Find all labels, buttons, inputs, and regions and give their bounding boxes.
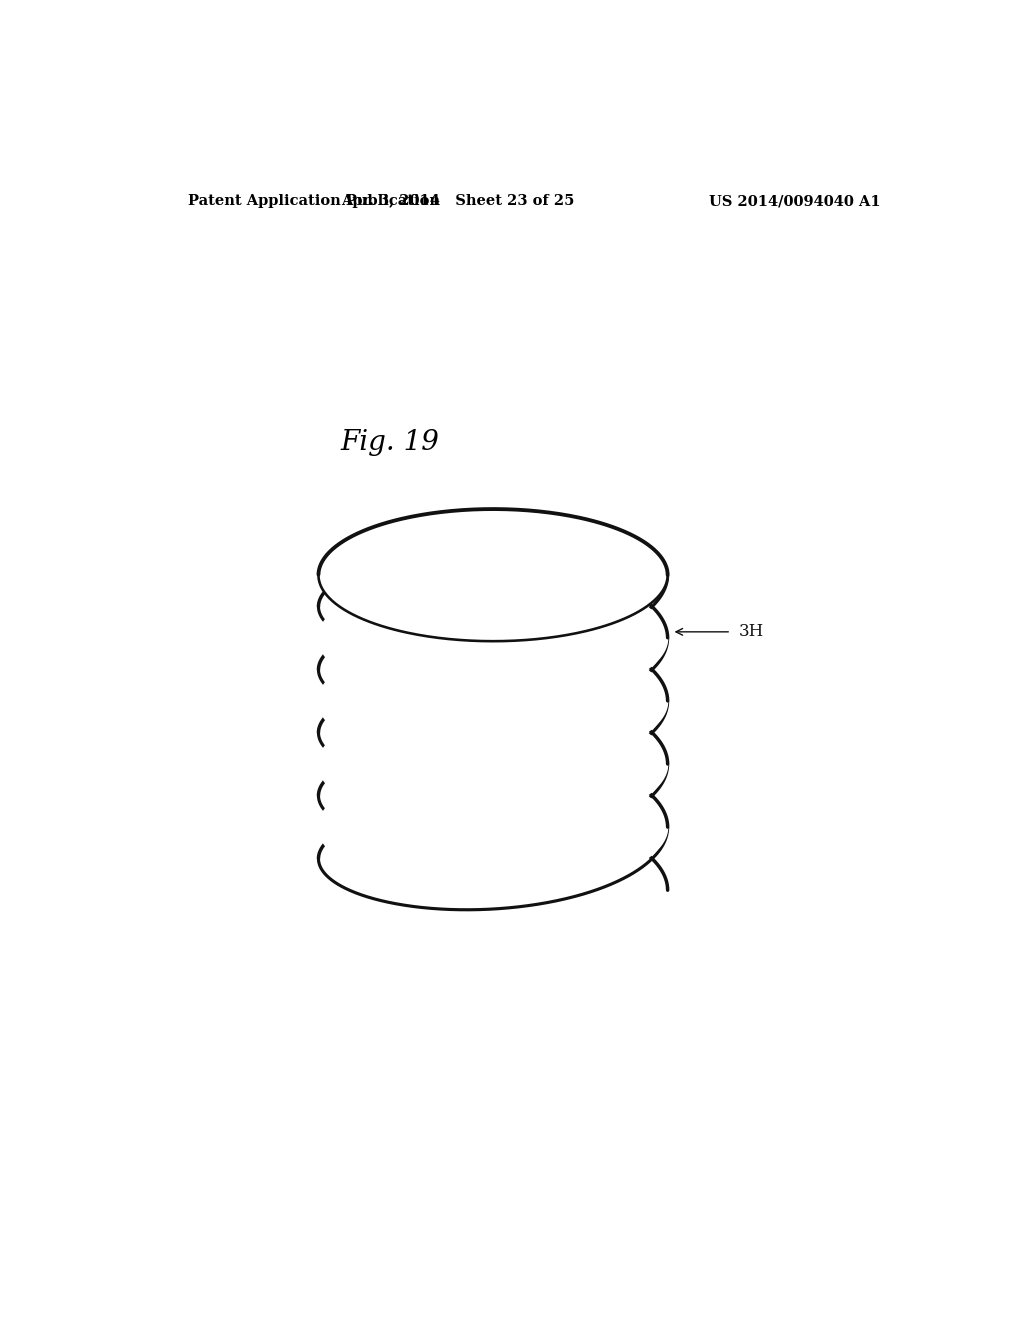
Text: 3H: 3H [739,623,764,640]
Polygon shape [318,510,668,642]
Polygon shape [318,572,668,704]
Text: Patent Application Publication: Patent Application Publication [187,194,439,209]
Polygon shape [318,762,668,894]
Text: US 2014/0094040 A1: US 2014/0094040 A1 [709,194,881,209]
Text: Apr. 3, 2014   Sheet 23 of 25: Apr. 3, 2014 Sheet 23 of 25 [341,194,574,209]
Polygon shape [318,635,668,767]
Polygon shape [318,698,668,830]
Text: Fig. 19: Fig. 19 [340,429,439,457]
